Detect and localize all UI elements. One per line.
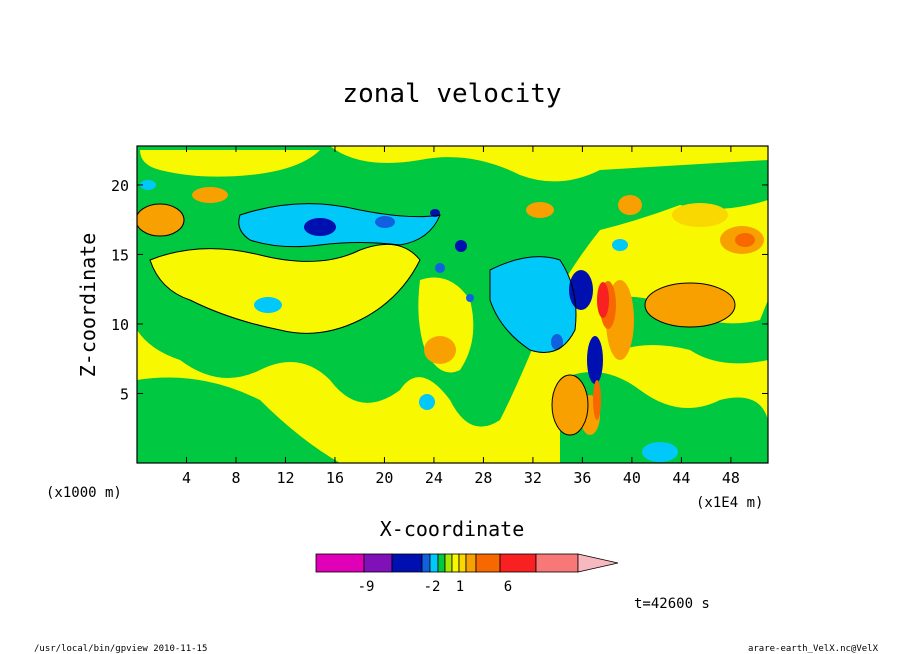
colorbar-swatch xyxy=(451,553,460,573)
colorbar-label: 6 xyxy=(504,579,512,595)
x-tick-label: 48 xyxy=(722,469,740,487)
colorbar-swatch xyxy=(429,553,439,573)
colorbar-swatch xyxy=(315,553,365,573)
colorbar-label: -9 xyxy=(358,579,375,595)
contour-lines xyxy=(137,203,736,436)
x-tick-label: 40 xyxy=(623,469,641,487)
colorbar-swatch xyxy=(535,553,579,573)
colorbar-swatch xyxy=(421,553,431,573)
x-axis: 4 8 12 16 20 24 28 32 36 40 44 48 xyxy=(182,146,740,487)
colorbar xyxy=(315,553,619,573)
x-tick-label: 44 xyxy=(672,469,690,487)
colorbar-swatch xyxy=(458,553,467,573)
colorbar-swatch xyxy=(475,553,501,573)
x-tick-label: 16 xyxy=(326,469,344,487)
x-tick-label: 32 xyxy=(524,469,542,487)
x-tick-label: 36 xyxy=(573,469,591,487)
colorbar-swatch xyxy=(363,553,393,573)
y-tick-label: 20 xyxy=(111,177,129,195)
colorbar-swatch xyxy=(499,553,537,573)
footer-left: /usr/local/bin/gpview 2010-11-15 xyxy=(34,644,207,654)
x-tick-label: 20 xyxy=(375,469,393,487)
time-label: t=42600 s xyxy=(634,596,710,612)
plot-frame xyxy=(136,145,769,464)
x-axis-label: X-coordinate xyxy=(380,517,525,541)
x-unit-right: (x1E4 m) xyxy=(696,495,763,511)
heatmap-field xyxy=(137,146,768,463)
colorbar-swatch xyxy=(437,553,446,573)
x-tick-label: 8 xyxy=(231,469,240,487)
colorbar-swatch xyxy=(465,553,477,573)
colorbar-swatch xyxy=(444,553,453,573)
x-unit-left: (x1000 m) xyxy=(46,485,122,501)
x-tick-label: 28 xyxy=(474,469,492,487)
y-axis-label: Z-coordinate xyxy=(76,233,100,378)
x-tick-label: 4 xyxy=(182,469,191,487)
colorbar-label: 1 xyxy=(456,579,464,595)
colorbar-label: -2 xyxy=(424,579,441,595)
x-tick-label: 12 xyxy=(276,469,294,487)
y-tick-label: 10 xyxy=(111,316,129,334)
colorbar-extend-arrow xyxy=(577,553,619,573)
colorbar-swatch xyxy=(391,553,423,573)
footer-right: arare-earth_VelX.nc@VelX xyxy=(748,644,879,654)
y-tick-label: 5 xyxy=(120,385,129,403)
y-axis: 5 10 15 20 xyxy=(111,177,768,403)
chart-title: zonal velocity xyxy=(342,79,561,109)
x-tick-label: 24 xyxy=(425,469,443,487)
colorbar-labels: -9 -2 1 6 xyxy=(358,579,513,595)
y-tick-label: 15 xyxy=(111,246,129,264)
